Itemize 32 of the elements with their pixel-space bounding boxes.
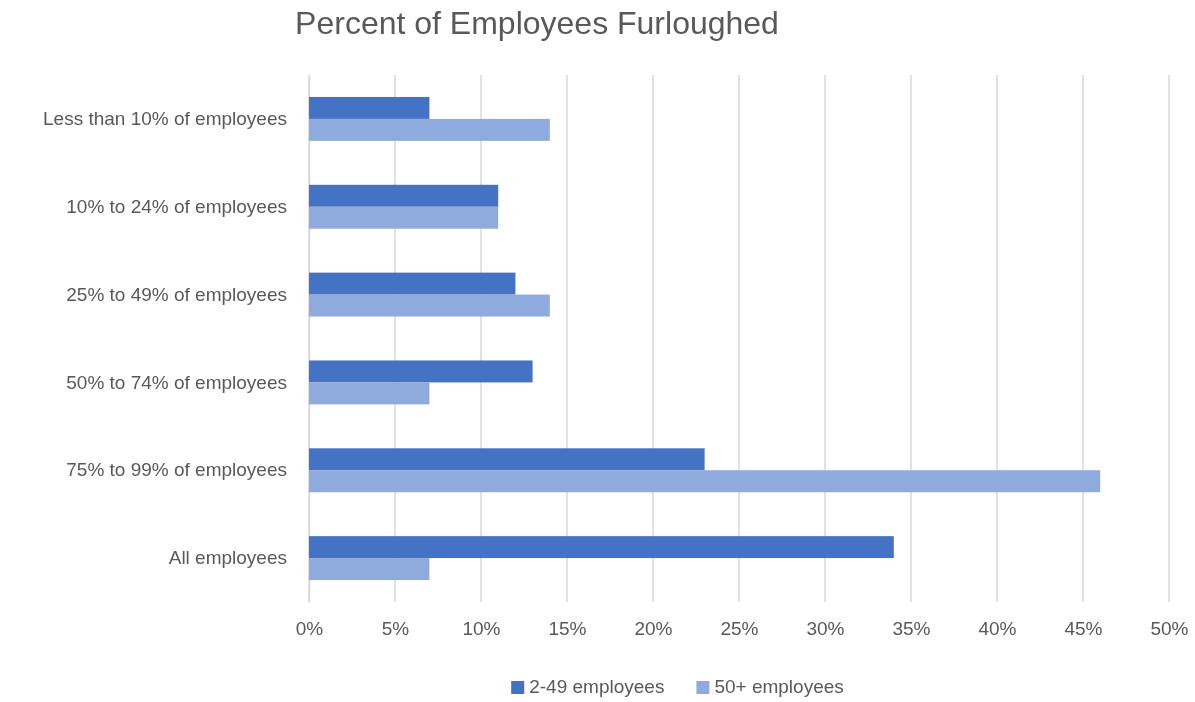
y-tick-label: 10% to 24% of employees <box>66 195 287 217</box>
chart-title: Percent of Employees Furloughed <box>295 5 779 41</box>
y-tick-label: All employees <box>168 547 287 569</box>
x-tick-label: 0% <box>295 618 324 640</box>
y-tick-label: 50% to 74% of employees <box>66 371 287 393</box>
y-tick-label: 75% to 99% of employees <box>66 459 287 481</box>
bar <box>309 470 1101 493</box>
bar <box>309 448 705 471</box>
bar <box>309 96 430 119</box>
bar <box>309 382 430 405</box>
x-tick-label: 50% <box>1150 618 1189 640</box>
x-tick-label: 10% <box>462 618 501 640</box>
bar <box>309 184 499 207</box>
x-tick-label: 45% <box>1064 618 1103 640</box>
legend-label: 50+ employees <box>714 676 844 697</box>
x-tick-label: 20% <box>634 618 673 640</box>
x-tick-label: 5% <box>381 618 410 640</box>
bar <box>309 272 516 295</box>
x-tick-label: 25% <box>720 618 759 640</box>
bar <box>309 294 550 317</box>
bar <box>309 206 499 229</box>
bar <box>309 360 533 383</box>
legend-label: 2-49 employees <box>529 676 665 697</box>
bar <box>309 558 430 581</box>
y-tick-label: 25% to 49% of employees <box>66 283 287 305</box>
x-tick-label: 15% <box>548 618 587 640</box>
bar <box>309 118 550 141</box>
bar <box>309 536 894 559</box>
x-tick-label: 35% <box>892 618 931 640</box>
x-tick-label: 40% <box>978 618 1017 640</box>
y-tick-label: Less than 10% of employees <box>43 108 287 129</box>
x-tick-label: 30% <box>806 618 845 640</box>
